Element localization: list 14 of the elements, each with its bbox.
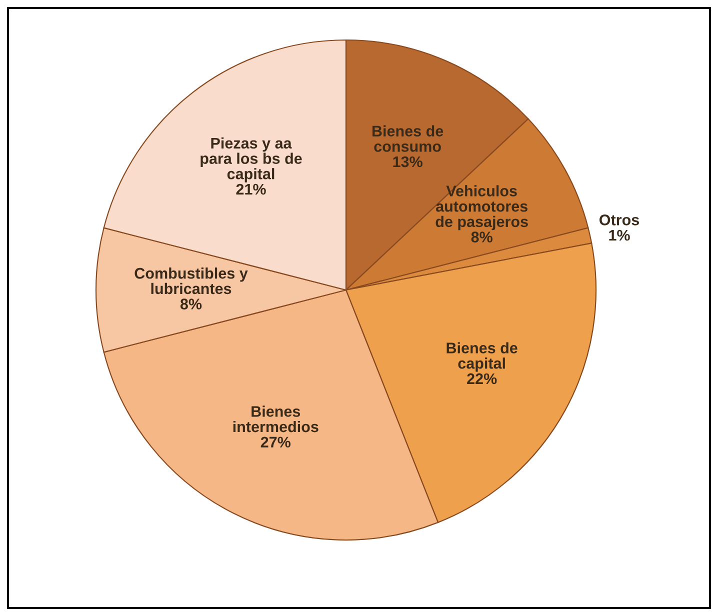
data-label: 1% (609, 230, 630, 241)
data-label: 13% (393, 156, 422, 168)
slice-label: Bienes de capital (446, 342, 518, 372)
data-label: 21% (236, 184, 266, 195)
slice-label: Combustibles y lubricantes (134, 268, 248, 294)
slice-label: Otros (600, 214, 640, 226)
slice-label: Vehiculos automotores de pasajeros (436, 185, 528, 230)
data-label: 8% (471, 232, 492, 242)
data-label: 8% (180, 298, 202, 310)
data-label: 27% (260, 436, 291, 448)
slice-label: Bienes de consumo (372, 125, 444, 152)
slice-label: Bienes intermedios (233, 406, 318, 432)
data-label: 22% (467, 373, 497, 384)
slice-label: Piezas y aa para los bs de capital (200, 137, 302, 182)
